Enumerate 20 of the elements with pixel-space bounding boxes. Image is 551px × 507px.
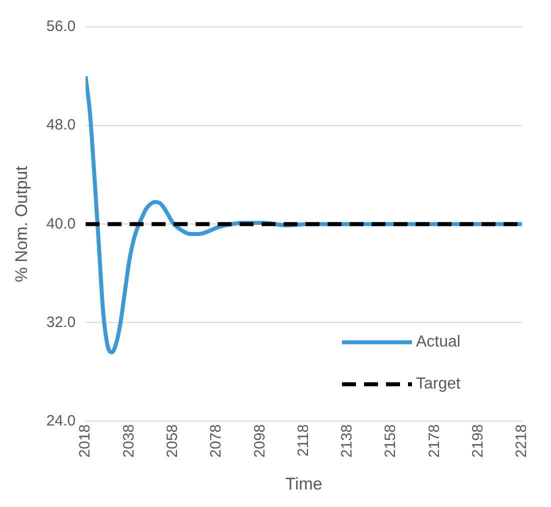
x-tick-label: 2038: [120, 424, 138, 458]
legend-label: Target: [416, 376, 462, 393]
y-tick-label: 24.0: [46, 412, 76, 430]
y-tick-label: 40.0: [46, 215, 76, 232]
legend-label: Actual: [416, 334, 460, 351]
x-tick-label: 2018: [76, 424, 94, 458]
x-tick-label: 2058: [164, 424, 182, 458]
x-tick-label: 2198: [470, 424, 486, 458]
y-tick-label: 56.0: [46, 18, 76, 36]
x-tick-label: 2138: [338, 424, 356, 458]
x-tick-label: 2178: [426, 424, 443, 458]
x-tick-label: 2098: [251, 424, 268, 458]
y-tick-label: 48.0: [46, 116, 76, 134]
x-axis-title: Time: [285, 474, 322, 494]
x-tick-label: 2218: [513, 424, 530, 458]
y-tick-label: 32.0: [46, 314, 76, 331]
x-tick-label: 2118: [294, 424, 312, 456]
y-axis-title: % Nom. Output: [12, 166, 31, 282]
x-tick-label: 2078: [208, 424, 225, 458]
x-tick-label: 2158: [382, 424, 400, 458]
